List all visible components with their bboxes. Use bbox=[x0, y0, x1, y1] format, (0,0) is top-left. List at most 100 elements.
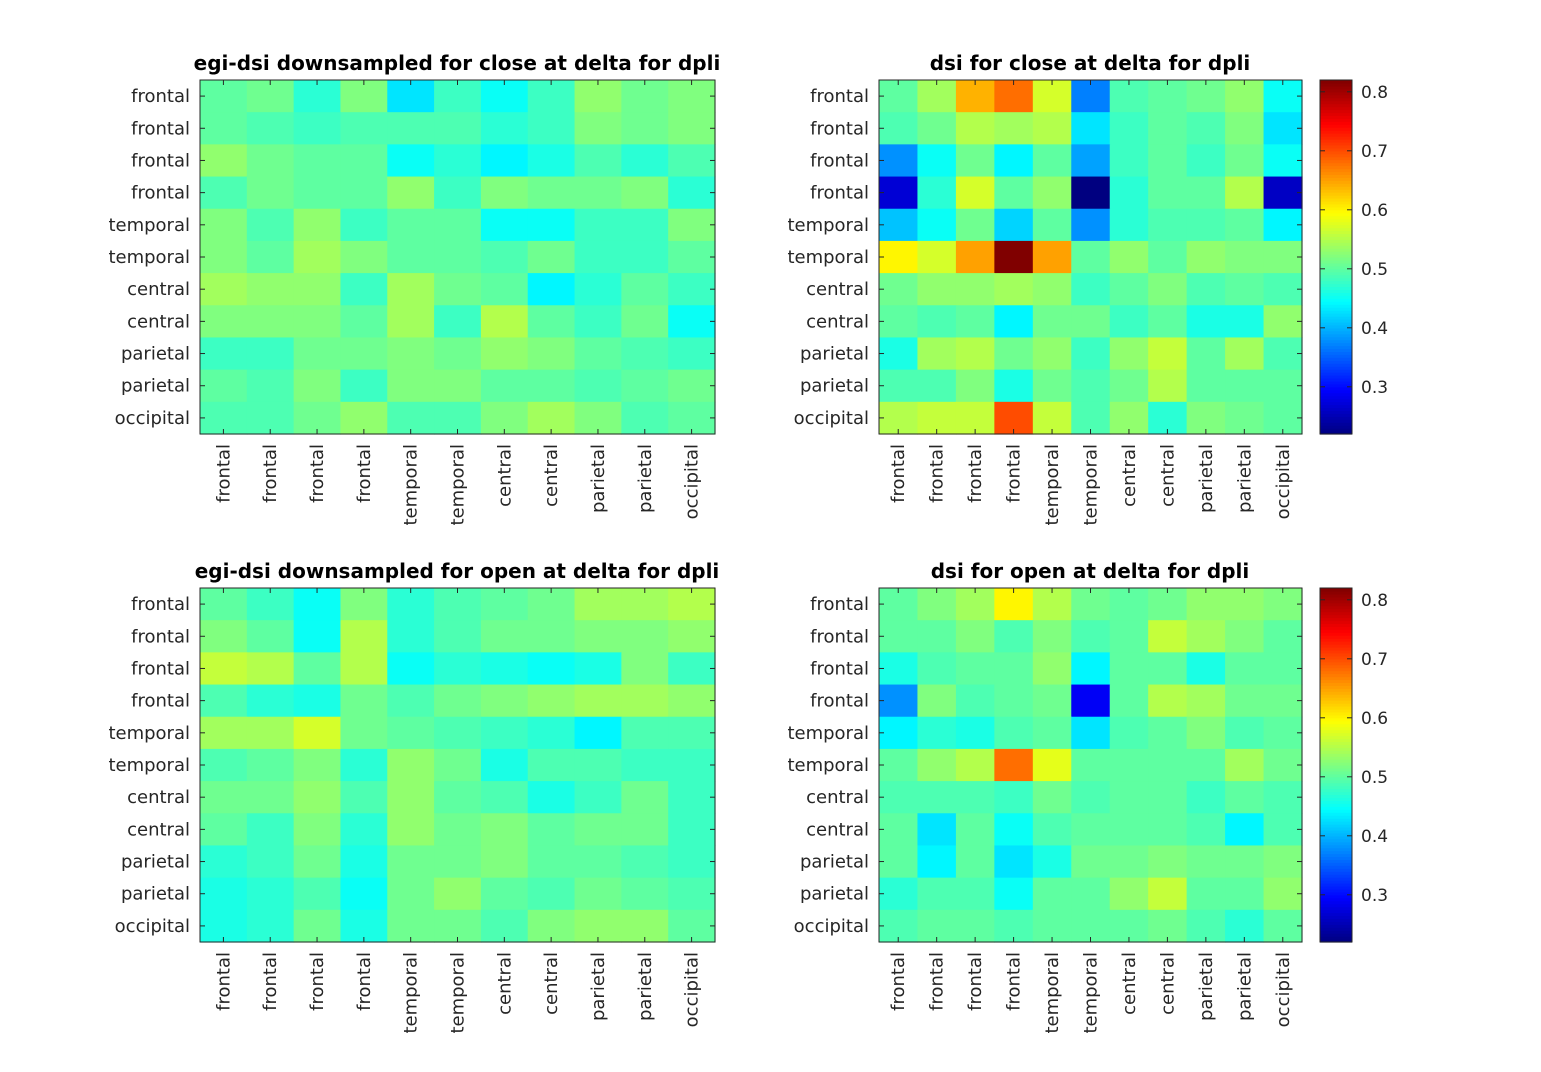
heatmap-cell bbox=[527, 337, 576, 371]
heatmap-cell bbox=[434, 620, 482, 653]
colorbar-swatch bbox=[1320, 144, 1352, 149]
heatmap-cell bbox=[1263, 716, 1303, 750]
heatmap-cell bbox=[1225, 208, 1265, 242]
heatmap-cell bbox=[340, 112, 388, 145]
heatmap-cell bbox=[340, 620, 388, 653]
heatmap-cell bbox=[340, 240, 388, 274]
heatmap-cell bbox=[955, 813, 995, 847]
heatmap-cell bbox=[246, 80, 295, 113]
colorbar-swatch bbox=[1320, 738, 1352, 742]
heatmap-cell bbox=[527, 716, 576, 750]
heatmap-cell bbox=[879, 305, 919, 339]
heatmap-cell bbox=[879, 208, 919, 242]
heatmap-cell bbox=[574, 845, 622, 879]
heatmap-cell bbox=[1148, 369, 1188, 403]
colorbar-swatch bbox=[1320, 97, 1352, 102]
heatmap-cell bbox=[668, 781, 716, 814]
heatmap-cell bbox=[574, 684, 622, 718]
colorbar-swatch bbox=[1320, 856, 1352, 860]
heatmap-cell bbox=[340, 144, 388, 178]
colorbar-swatch bbox=[1320, 428, 1352, 432]
colorbar-swatch bbox=[1320, 162, 1352, 167]
colorbar-swatch bbox=[1320, 635, 1352, 639]
heatmap-cell bbox=[1186, 652, 1226, 686]
colorbar-swatch bbox=[1320, 599, 1352, 604]
colorbar-swatch bbox=[1320, 644, 1352, 648]
heatmap-cell bbox=[1263, 748, 1303, 782]
heatmap-cell bbox=[955, 240, 995, 274]
y-tick-label: parietal bbox=[800, 852, 869, 873]
heatmap-cell bbox=[1032, 112, 1072, 145]
heatmap-cell bbox=[246, 337, 295, 371]
heatmap-cell bbox=[480, 845, 529, 879]
heatmap-cell bbox=[293, 813, 342, 847]
colorbar-swatch bbox=[1320, 133, 1352, 137]
heatmap-cell bbox=[668, 80, 716, 113]
heatmap-cell bbox=[387, 273, 435, 306]
x-tick-label: frontal bbox=[965, 952, 986, 1011]
heatmap-cell bbox=[621, 684, 669, 718]
colorbar-swatch bbox=[1320, 324, 1352, 329]
heatmap-cell bbox=[480, 80, 529, 113]
heatmap-cell bbox=[1148, 716, 1188, 750]
heatmap-cell bbox=[340, 845, 388, 879]
colorbar-swatch bbox=[1320, 363, 1352, 367]
colorbar-swatch bbox=[1320, 227, 1352, 232]
colorbar-swatch bbox=[1320, 130, 1352, 134]
heatmap-cell bbox=[917, 273, 957, 306]
heatmap-cell bbox=[1263, 337, 1303, 371]
y-tick-label: frontal bbox=[810, 594, 869, 615]
colorbar-swatch bbox=[1320, 301, 1352, 305]
heatmap-cell bbox=[200, 337, 248, 371]
heatmap-cell bbox=[994, 176, 1034, 210]
heatmap-cell bbox=[293, 273, 342, 306]
heatmap-cell bbox=[668, 176, 716, 210]
colorbar-swatch bbox=[1320, 794, 1352, 799]
heatmap-cell bbox=[1225, 305, 1265, 339]
y-tick-label: parietal bbox=[121, 852, 190, 873]
y-tick-label: temporal bbox=[787, 723, 869, 744]
heatmap-cell bbox=[200, 716, 248, 750]
heatmap-cell bbox=[1032, 716, 1072, 750]
heatmap-cell bbox=[387, 716, 435, 750]
x-tick-label: frontal bbox=[888, 952, 909, 1011]
heatmap-title: egi-dsi downsampled for close at delta f… bbox=[194, 51, 721, 75]
colorbar-swatch bbox=[1320, 268, 1352, 273]
colorbar-swatch bbox=[1320, 257, 1352, 261]
heatmap-cell bbox=[340, 369, 388, 403]
x-tick-label: central bbox=[1157, 952, 1178, 1015]
heatmap-cell bbox=[246, 652, 295, 686]
heatmap-cell bbox=[955, 845, 995, 879]
heatmap-cell bbox=[480, 620, 529, 653]
heatmap-cell bbox=[1186, 684, 1226, 718]
colorbar-swatch bbox=[1320, 271, 1352, 276]
colorbar-tick-label: 0.5 bbox=[1361, 260, 1388, 280]
colorbar-swatch bbox=[1320, 676, 1352, 681]
heatmap-cell bbox=[246, 781, 295, 814]
heatmap-cell bbox=[1071, 652, 1111, 686]
colorbar-swatch bbox=[1320, 283, 1352, 288]
x-tick-label: central bbox=[1119, 952, 1140, 1015]
heatmap-cell bbox=[1186, 80, 1226, 113]
heatmap-cell bbox=[1032, 813, 1072, 847]
heatmap-cell bbox=[293, 80, 342, 113]
heatmap-cell bbox=[668, 240, 716, 274]
y-tick-label: frontal bbox=[131, 594, 190, 615]
colorbar-swatch bbox=[1320, 788, 1352, 793]
heatmap-cell bbox=[994, 273, 1034, 306]
heatmap-cell bbox=[1109, 369, 1149, 403]
heatmap-cell bbox=[1225, 813, 1265, 847]
heatmap-cell bbox=[1071, 877, 1111, 911]
heatmap-cell bbox=[1225, 112, 1265, 145]
heatmap-cell bbox=[1071, 112, 1111, 145]
colorbar-swatch bbox=[1320, 821, 1352, 825]
heatmap-cell bbox=[574, 652, 622, 686]
heatmap-cell bbox=[293, 240, 342, 274]
heatmap-cell bbox=[293, 176, 342, 210]
heatmap-cell bbox=[994, 748, 1034, 782]
heatmap-cell bbox=[480, 144, 529, 178]
colorbar-swatch bbox=[1320, 608, 1352, 613]
colorbar-swatch bbox=[1320, 242, 1352, 246]
colorbar-swatch bbox=[1320, 277, 1352, 282]
heatmap-cell bbox=[955, 176, 995, 210]
